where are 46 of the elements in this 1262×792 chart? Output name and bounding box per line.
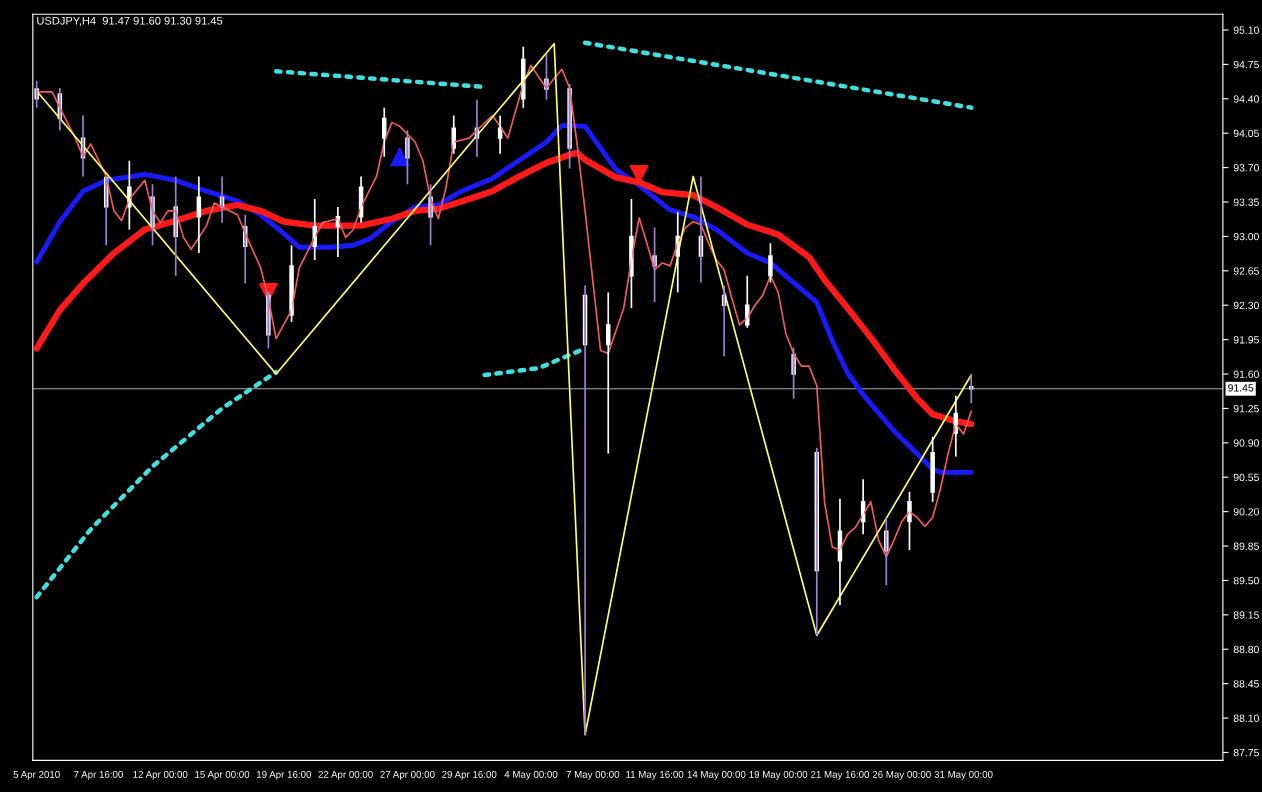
y-tick-label: 90.55 <box>1233 473 1259 482</box>
line-series <box>35 64 973 558</box>
x-tick-label: 7 May 00:00 <box>566 770 620 780</box>
x-tick-label: 11 May 16:00 <box>626 770 684 780</box>
x-tick-label: 4 May 00:00 <box>504 770 558 780</box>
y-tick-label: 89.50 <box>1233 576 1259 585</box>
y-tick-label: 89.15 <box>1233 611 1259 619</box>
y-tick-label: 93.35 <box>1233 198 1259 206</box>
x-tick-label: 29 Apr 16:00 <box>442 770 497 780</box>
x-tick-label: 7 Apr 16:00 <box>74 770 123 780</box>
x-tick-label: 19 May 00:00 <box>749 770 808 780</box>
y-tick-label: 87.75 <box>1233 748 1259 757</box>
y-tick-label: 91.60 <box>1233 370 1259 378</box>
x-tick-label: 22 Apr 00:00 <box>318 770 373 780</box>
y-tick-label: 88.45 <box>1233 680 1259 688</box>
y-tick-label: 92.65 <box>1233 267 1259 275</box>
x-tick-label: 14 May 00:00 <box>687 770 746 780</box>
y-tick-label: 94.40 <box>1233 95 1259 103</box>
x-tick-label: 26 May 00:00 <box>872 770 931 780</box>
x-tick-label: 31 May 00:00 <box>934 770 993 780</box>
x-tick-label: 12 Apr 00:00 <box>133 770 188 780</box>
ref-line-label: 91.45 <box>1228 384 1254 392</box>
y-tick-label: 93.00 <box>1233 232 1259 241</box>
y-tick-label: 90.90 <box>1233 439 1259 447</box>
x-tick-label: 21 May 16:00 <box>810 770 870 780</box>
y-tick-label: 88.80 <box>1233 645 1259 654</box>
y-tick-label: 95.10 <box>1233 26 1259 34</box>
line-series <box>34 369 279 600</box>
y-tick-label: 89.85 <box>1233 542 1259 550</box>
y-tick-label: 94.05 <box>1233 129 1259 138</box>
point <box>390 147 410 167</box>
candlestick <box>405 129 410 186</box>
y-tick-label: 94.75 <box>1233 60 1259 69</box>
x-tick-label: 27 Apr 00:00 <box>380 770 435 780</box>
y-tick-label: 90.20 <box>1233 508 1259 516</box>
candlestick <box>930 436 935 503</box>
x-tick-label: 15 Apr 00:00 <box>195 770 250 780</box>
candlestick <box>768 242 773 284</box>
y-tick-label: 91.95 <box>1233 336 1259 344</box>
y-tick-label: 93.70 <box>1233 164 1259 172</box>
y-tick-label: 91.25 <box>1233 404 1259 413</box>
y-tick-label: 88.10 <box>1233 714 1259 722</box>
y-tick-label: 92.30 <box>1233 301 1259 310</box>
x-tick-label: 5 Apr 2010 <box>13 770 60 780</box>
x-tick-label: 19 Apr 16:00 <box>257 770 312 780</box>
chart-title: USDJPY,H4 91.47 91.60 91.30 91.45 <box>37 16 223 26</box>
